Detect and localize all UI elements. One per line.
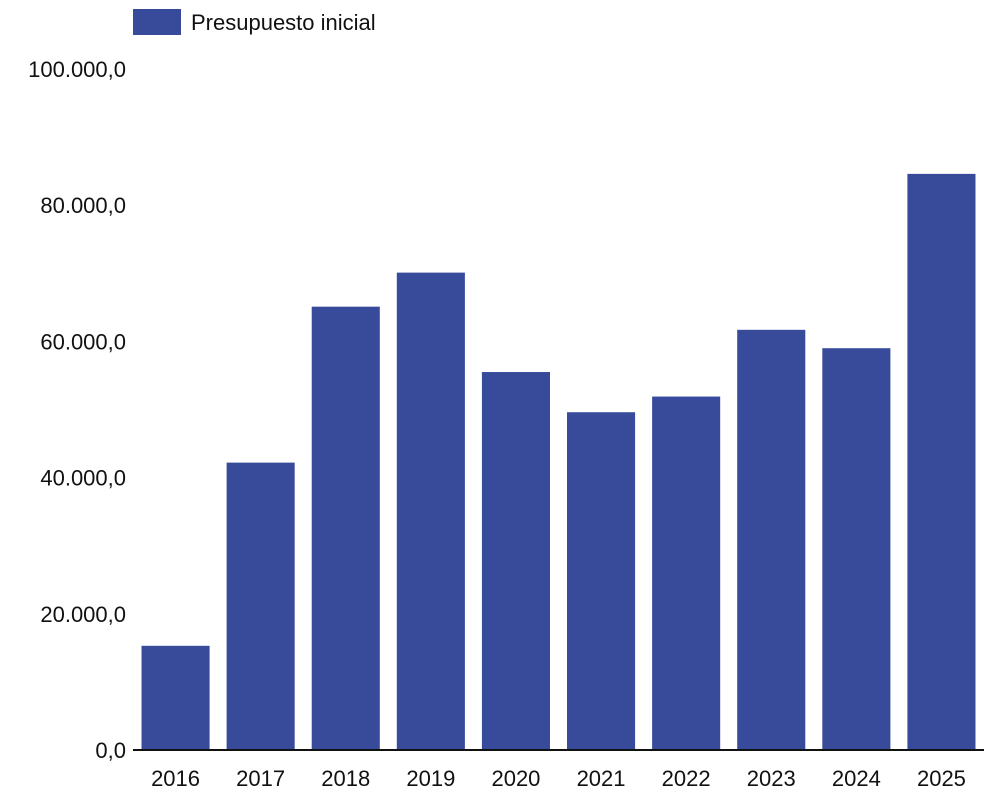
bar	[567, 412, 636, 750]
y-axis-tick-labels: 0,0 20.000,0 40.000,0 60.000,0 80.000,0 100.0…	[28, 57, 126, 763]
bar	[907, 173, 976, 750]
x-tick-label: 2022	[662, 766, 711, 791]
y-tick-label: 100.000,0	[28, 57, 126, 82]
bar	[141, 645, 210, 750]
x-tick-label: 2016	[151, 766, 200, 791]
y-tick-label: 80.000,0	[40, 193, 126, 218]
bar	[396, 272, 465, 750]
x-tick-label: 2021	[577, 766, 626, 791]
y-tick-label: 40.000,0	[40, 466, 126, 491]
y-tick-label: 0,0	[95, 738, 126, 763]
bar	[822, 348, 891, 750]
legend-label: Presupuesto inicial	[191, 10, 376, 35]
x-axis-tick-labels: 2016 2017 2018 2019 2020 2021 2022 2023 2024 2025	[151, 766, 966, 791]
x-tick-label: 2019	[406, 766, 455, 791]
legend: Presupuesto inicial	[133, 9, 376, 35]
bar	[481, 372, 550, 750]
x-tick-label: 2020	[491, 766, 540, 791]
x-tick-label: 2018	[321, 766, 370, 791]
x-tick-label: 2017	[236, 766, 285, 791]
bar	[737, 329, 806, 750]
bar	[226, 462, 295, 750]
bars	[141, 173, 976, 750]
y-tick-label: 20.000,0	[40, 602, 126, 627]
legend-swatch	[133, 9, 181, 35]
bar	[652, 396, 721, 750]
x-tick-label: 2025	[917, 766, 966, 791]
y-tick-label: 60.000,0	[40, 329, 126, 354]
x-tick-label: 2024	[832, 766, 881, 791]
x-tick-label: 2023	[747, 766, 796, 791]
bar	[311, 306, 380, 750]
